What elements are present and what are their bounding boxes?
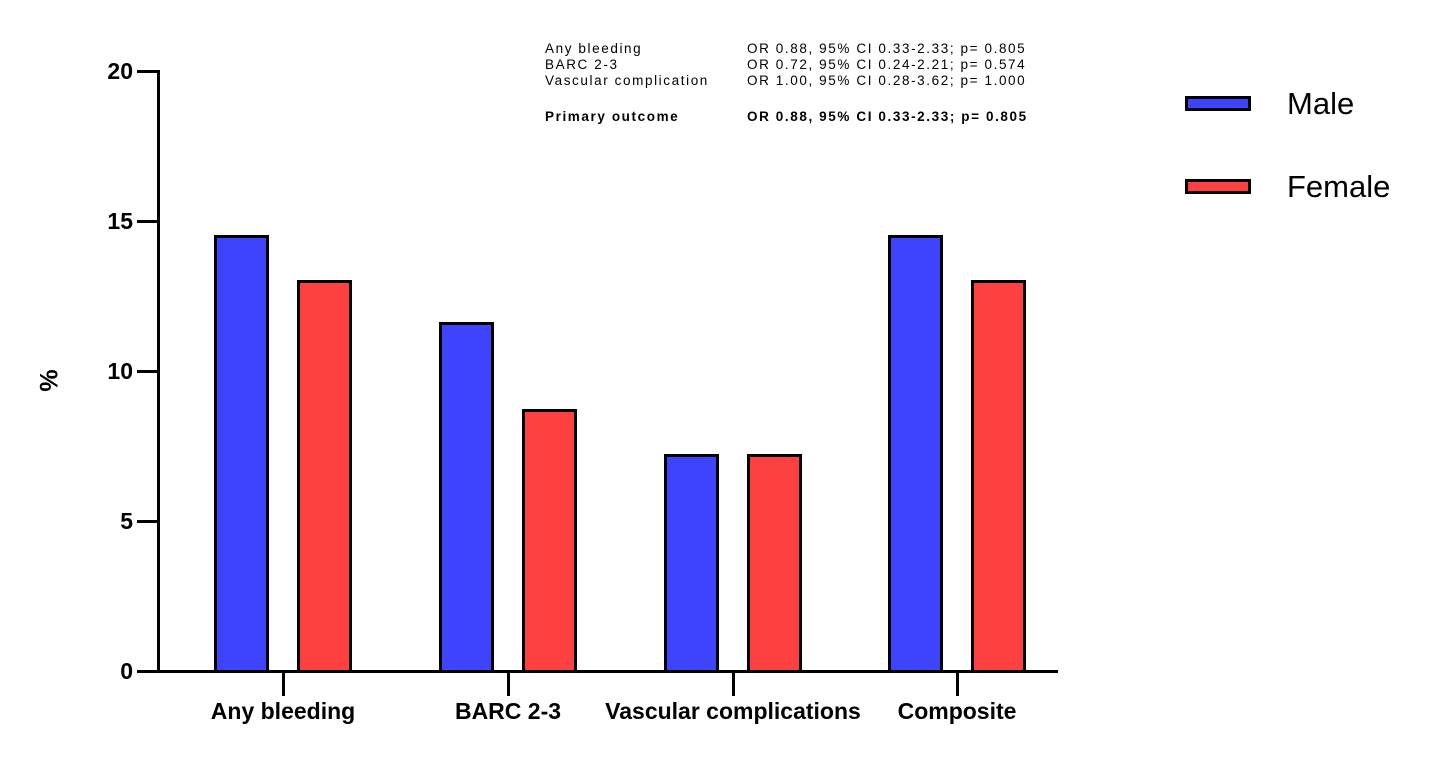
annotation-value: OR 0.88, 95% CI 0.33-2.33; p= 0.805 [747,109,1028,124]
legend-item-female: Female [1185,171,1390,202]
y-tick-label: 20 [107,58,133,84]
annotation-row-vascular-complication: Vascular complication OR 1.00, 95% CI 0.2… [545,74,1026,88]
y-tick [137,70,157,73]
annotation-label: Any bleeding [545,41,643,56]
annotation-row-primary-outcome: Primary outcome OR 0.88, 95% CI 0.33-2.33… [545,110,1028,124]
y-tick [137,220,157,223]
female-color-swatch [1185,179,1251,194]
annotation-row-barc-2-3: BARC 2-3 OR 0.72, 95% CI 0.24-2.21; p= 0.… [545,58,1026,72]
y-tick-label: 5 [120,508,133,534]
x-category-label-vascular-complications: Vascular complications [605,698,861,724]
y-axis-line [157,70,160,673]
legend-item-male: Male [1185,88,1354,119]
x-tick [507,673,510,696]
annotation-label: Primary outcome [545,109,680,124]
x-tick [956,673,959,696]
y-tick-label: 10 [107,358,133,384]
annotation-label: BARC 2-3 [545,57,619,72]
annotation-row-any-bleeding: Any bleeding OR 0.88, 95% CI 0.33-2.33; p… [545,42,1026,56]
y-tick [137,370,157,373]
annotation-value: OR 0.88, 95% CI 0.33-2.33; p= 0.805 [747,41,1027,56]
annotation-value: OR 0.72, 95% CI 0.24-2.21; p= 0.574 [747,57,1027,72]
bar-female-vascular-complications [747,454,802,673]
male-color-swatch [1185,96,1251,111]
legend-label-female: Female [1287,169,1391,204]
bar-female-barc-2-3 [522,409,577,673]
x-category-label-composite: Composite [897,698,1017,724]
x-category-label-any-bleeding: Any bleeding [210,698,356,724]
x-tick [732,673,735,696]
y-tick [137,520,157,523]
x-category-label-barc-2-3: BARC 2-3 [454,698,562,724]
y-tick [137,670,157,673]
bar-female-any-bleeding [297,280,352,673]
y-tick-label: 15 [107,208,133,234]
annotation-value: OR 1.00, 95% CI 0.28-3.62; p= 1.000 [747,73,1027,88]
annotation-label: Vascular complication [545,73,709,88]
y-tick-label: 0 [120,658,133,684]
x-axis-line [157,670,1058,673]
bar-male-any-bleeding [214,235,269,673]
bar-female-composite [971,280,1026,673]
bar-male-vascular-complications [664,454,719,673]
y-axis-title: % [35,369,64,392]
x-tick [282,673,285,696]
bar-male-barc-2-3 [439,322,494,673]
bar-male-composite [888,235,943,673]
legend-label-male: Male [1287,86,1355,121]
